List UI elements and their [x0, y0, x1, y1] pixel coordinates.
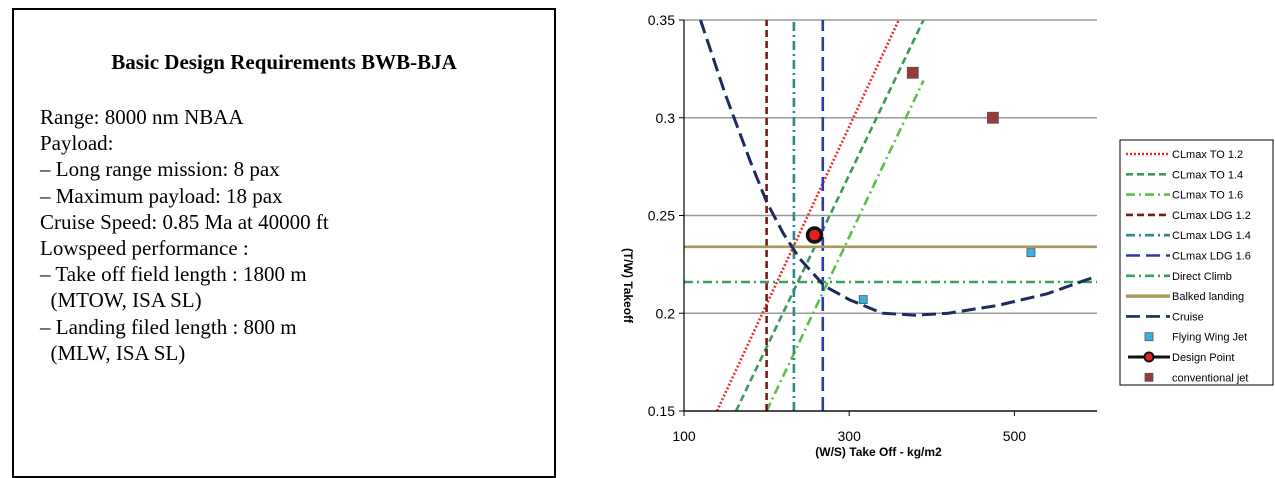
legend-label: Cruise	[1172, 311, 1204, 323]
legend-label: CLmax LDG 1.6	[1172, 251, 1251, 263]
legend-label: CLmax LDG 1.4	[1172, 230, 1251, 242]
data-point-marker	[987, 111, 999, 124]
legend-label: CLmax TO 1.6	[1172, 190, 1243, 202]
y-tick-label: 0.3	[656, 110, 676, 126]
data-point-marker	[858, 295, 868, 304]
legend-label: Design Point	[1172, 352, 1234, 364]
requirements-box: Basic Design Requirements BWB-BJA Range:…	[12, 8, 556, 478]
y-axis-label: (T/W) Takeoff	[621, 248, 635, 324]
series-line	[699, 20, 1097, 317]
requirement-line: – Landing filed length : 800 m	[40, 314, 297, 339]
legend-label: conventional jet	[1172, 372, 1248, 384]
legend-label: Flying Wing Jet	[1172, 332, 1247, 344]
legend-label: CLmax TO 1.2	[1172, 149, 1243, 161]
legend-box	[1119, 139, 1274, 386]
legend-label: Direct Climb	[1172, 271, 1232, 283]
legend-swatch	[1144, 372, 1154, 382]
requirement-line: – Maximum payload: 18 pax	[40, 183, 283, 208]
requirements-title: Basic Design Requirements BWB-BJA	[111, 50, 457, 74]
y-tick-label: 0.25	[648, 208, 675, 224]
requirement-line: – Long range mission: 8 pax	[40, 157, 280, 182]
x-tick-label: 100	[672, 428, 696, 444]
requirement-line: Cruise Speed: 0.85 Ma at 40000 ft	[40, 209, 329, 234]
y-tick-label: 0.2	[656, 305, 676, 321]
legend-swatch	[1143, 351, 1155, 363]
data-point-marker	[906, 66, 919, 79]
legend-label: CLmax TO 1.4	[1172, 169, 1243, 181]
legend-swatch	[1144, 332, 1154, 342]
requirement-line: (MLW, ISA SL)	[40, 340, 186, 365]
requirements-list: Range: 8000 nm NBAA Payload: – Long rang…	[40, 104, 329, 366]
y-tick-label: 0.15	[648, 403, 675, 419]
x-axis-label: (W/S) Take Off - kg/m2	[815, 445, 942, 459]
plot-area	[684, 20, 1097, 411]
requirement-line: Range: 8000 nm NBAA	[40, 105, 244, 129]
legend-label: Balked landing	[1172, 291, 1244, 303]
requirement-line: Lowspeed performance :	[40, 236, 249, 261]
legend-label: CLmax LDG 1.2	[1172, 210, 1251, 222]
series-line	[734, 20, 925, 411]
series-line	[765, 80, 925, 411]
constraint-chart: 0.15 0.2 0.25 0.3 0.35 100 300 500 (W/S) Take Of…	[621, 12, 1274, 459]
data-point-marker	[1026, 248, 1036, 258]
requirement-line: – Take off field length : 1800 m	[40, 262, 307, 287]
x-tick-label: 500	[1003, 428, 1027, 444]
design-point-marker	[805, 226, 824, 244]
y-tick-label: 0.35	[648, 12, 675, 28]
requirement-line: Payload:	[40, 131, 114, 156]
x-tick-label: 300	[838, 428, 862, 444]
requirement-line: (MTOW, ISA SL)	[40, 288, 202, 313]
